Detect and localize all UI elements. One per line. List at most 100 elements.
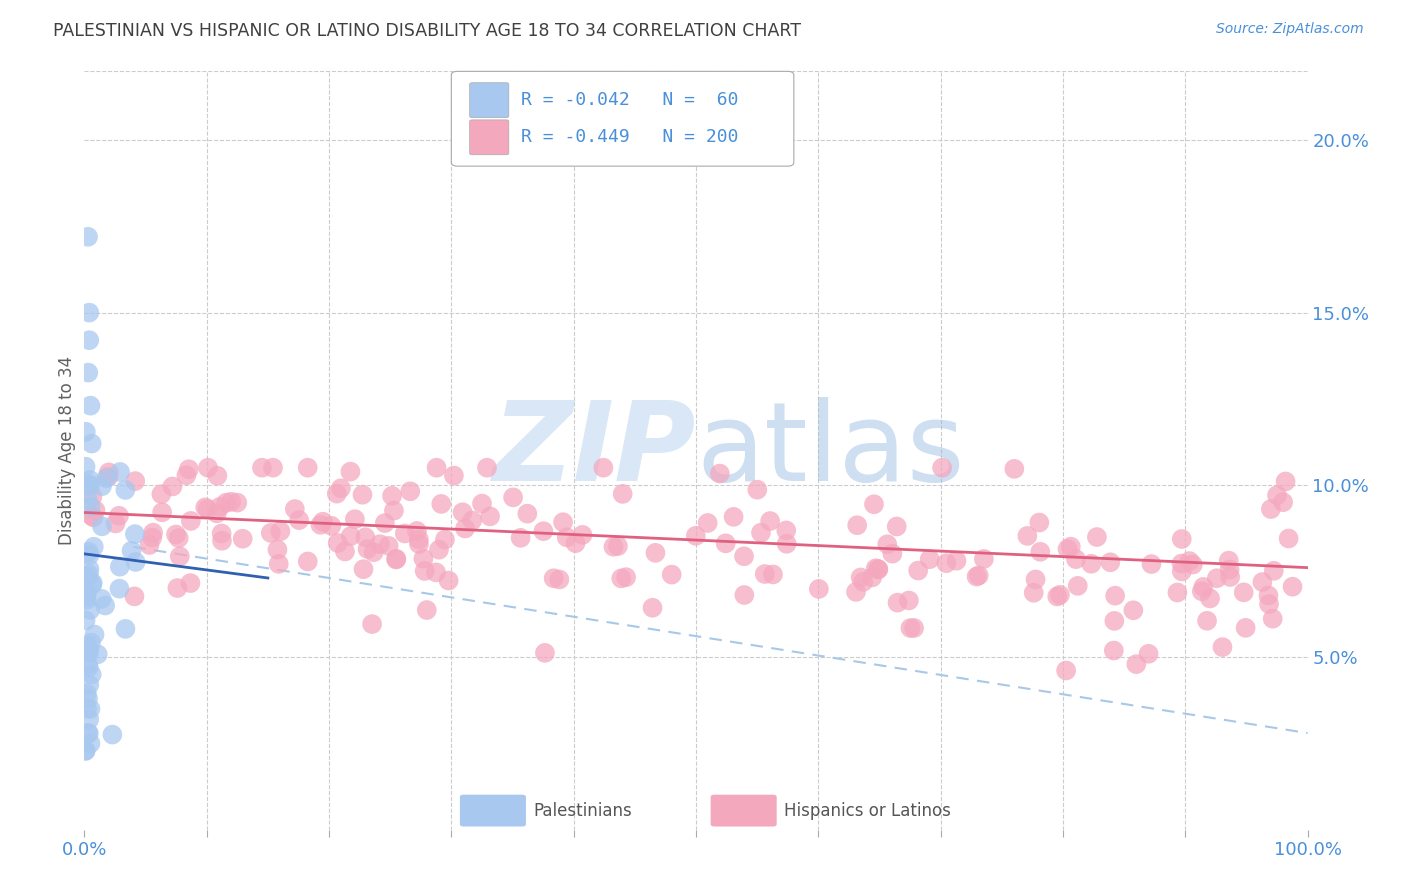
- Point: [79, 736, 101, 750]
- Point: [1265, 488, 1288, 502]
- Point: [413, 564, 436, 578]
- Point: [124, 527, 146, 541]
- Point: [1218, 553, 1240, 567]
- Point: [1080, 557, 1102, 571]
- Point: [551, 515, 574, 529]
- FancyBboxPatch shape: [710, 795, 776, 827]
- Point: [79, 399, 101, 413]
- Point: [179, 576, 201, 591]
- Point: [610, 571, 633, 585]
- Point: [747, 483, 769, 497]
- Point: [288, 513, 311, 527]
- Point: [876, 537, 898, 551]
- Point: [1067, 579, 1090, 593]
- Point: [77, 545, 100, 559]
- Point: [77, 305, 100, 319]
- Point: [343, 512, 366, 526]
- Point: [75, 744, 97, 758]
- Y-axis label: Disability Age 18 to 34: Disability Age 18 to 34: [58, 356, 76, 545]
- Point: [807, 582, 830, 596]
- Point: [269, 524, 291, 539]
- Point: [714, 536, 737, 550]
- Point: [262, 460, 284, 475]
- Point: [91, 519, 114, 533]
- Point: [882, 547, 904, 561]
- Point: [90, 591, 112, 606]
- Point: [886, 519, 908, 533]
- Point: [309, 517, 332, 532]
- Point: [356, 541, 378, 556]
- Point: [433, 533, 456, 547]
- Point: [180, 514, 202, 528]
- Point: [142, 525, 165, 540]
- Point: [555, 530, 578, 544]
- Point: [399, 484, 422, 499]
- Point: [846, 518, 869, 533]
- Point: [77, 567, 100, 582]
- Point: [75, 459, 97, 474]
- Point: [1219, 570, 1241, 584]
- Point: [79, 500, 101, 514]
- Point: [454, 521, 477, 535]
- Point: [1263, 564, 1285, 578]
- Point: [94, 599, 117, 613]
- Point: [931, 460, 953, 475]
- Point: [353, 562, 375, 576]
- Point: [945, 554, 967, 568]
- Point: [194, 500, 217, 515]
- Point: [382, 503, 405, 517]
- Point: [150, 487, 173, 501]
- Point: [1278, 532, 1301, 546]
- Point: [124, 474, 146, 488]
- Point: [197, 460, 219, 475]
- Point: [1002, 462, 1025, 476]
- Point: [108, 508, 131, 523]
- Point: [1251, 574, 1274, 589]
- Point: [82, 575, 104, 590]
- Point: [363, 545, 385, 559]
- Point: [76, 492, 98, 507]
- Point: [1049, 588, 1071, 602]
- Point: [77, 229, 100, 244]
- Point: [284, 502, 307, 516]
- Point: [509, 531, 531, 545]
- Point: [394, 526, 416, 541]
- Point: [75, 590, 97, 604]
- Point: [169, 549, 191, 564]
- Point: [79, 702, 101, 716]
- Point: [661, 567, 683, 582]
- Point: [471, 497, 494, 511]
- Point: [176, 468, 198, 483]
- Point: [77, 477, 100, 491]
- Point: [1102, 643, 1125, 657]
- Point: [76, 686, 98, 700]
- Point: [1137, 647, 1160, 661]
- Point: [754, 567, 776, 582]
- Point: [709, 467, 731, 481]
- Point: [86, 648, 108, 662]
- Point: [759, 514, 782, 528]
- Point: [368, 537, 391, 551]
- Point: [162, 479, 184, 493]
- Point: [77, 712, 100, 726]
- Point: [918, 552, 941, 566]
- Point: [733, 588, 755, 602]
- Point: [82, 578, 104, 592]
- Point: [1258, 597, 1281, 611]
- Point: [1104, 614, 1126, 628]
- Point: [437, 574, 460, 588]
- Point: [165, 527, 187, 541]
- Point: [80, 635, 103, 649]
- Point: [77, 726, 100, 740]
- Point: [533, 524, 555, 539]
- Point: [1029, 545, 1052, 559]
- Point: [96, 471, 118, 485]
- Point: [352, 488, 374, 502]
- Point: [534, 646, 557, 660]
- Point: [935, 556, 957, 570]
- Point: [77, 366, 100, 380]
- Point: [641, 600, 664, 615]
- Point: [548, 573, 571, 587]
- Text: R = -0.449   N = 200: R = -0.449 N = 200: [522, 128, 738, 146]
- Point: [211, 526, 233, 541]
